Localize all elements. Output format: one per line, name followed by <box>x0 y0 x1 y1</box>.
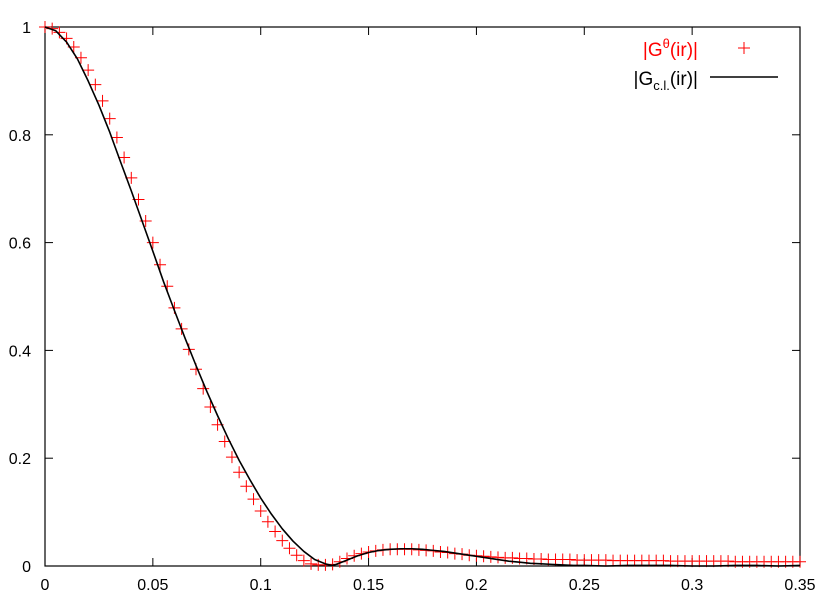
data-point-marker <box>53 26 66 39</box>
legend: |Gθ(ir)| |Gc.l.(ir)| <box>634 36 778 93</box>
x-tick-label: 0.2 <box>465 577 487 594</box>
x-tick-label: 0.3 <box>681 577 703 594</box>
data-point-marker <box>599 554 612 567</box>
data-point-marker <box>657 554 670 567</box>
y-tick-label: 0.8 <box>9 128 31 145</box>
data-point-marker <box>247 493 260 506</box>
y-tick-label: 1 <box>22 20 31 37</box>
data-point-marker <box>276 534 289 547</box>
data-point-marker <box>254 505 267 518</box>
x-tick-label: 0.1 <box>250 577 272 594</box>
series-line-group <box>44 26 801 567</box>
series-points <box>39 21 806 571</box>
data-point-marker <box>290 549 303 562</box>
data-point-marker <box>96 94 109 107</box>
y-tick-labels: 0 0.2 0.4 0.6 0.8 1 <box>9 20 31 576</box>
legend-plus-marker <box>738 42 750 54</box>
data-point-marker <box>305 557 318 570</box>
data-point-marker <box>110 131 123 144</box>
data-point-marker <box>240 480 253 493</box>
series-line <box>44 26 801 567</box>
data-point-marker <box>261 515 274 528</box>
data-point-marker <box>283 542 296 555</box>
data-point-marker <box>89 78 102 91</box>
data-point-marker <box>218 435 231 448</box>
data-point-marker <box>225 451 238 464</box>
data-point-marker <box>146 236 159 249</box>
data-point-marker <box>297 554 310 567</box>
plot-frame <box>44 26 801 567</box>
data-point-marker <box>233 466 246 479</box>
x-tick-label: 0.35 <box>784 577 815 594</box>
data-point-marker <box>103 112 116 125</box>
x-tick-label: 0.05 <box>137 577 168 594</box>
data-point-marker <box>82 64 95 77</box>
data-point-marker <box>484 550 497 563</box>
legend-entry-1-marker <box>738 42 750 54</box>
y-tick-label: 0 <box>22 559 31 576</box>
data-point-marker <box>118 151 131 164</box>
y-tick-label: 0.2 <box>9 451 31 468</box>
legend-entry-1-label: |Gθ(ir)| <box>643 36 698 61</box>
legend-entry-2-label: |Gc.l.(ir)| <box>634 69 698 93</box>
x-tick-label: 0.15 <box>353 577 384 594</box>
y-tick-label: 0.6 <box>9 236 31 253</box>
x-tick-label: 0 <box>41 577 50 594</box>
data-point-marker <box>269 525 282 538</box>
data-point-marker <box>492 551 504 564</box>
axis-ticks <box>44 26 801 567</box>
x-tick-labels: 0 0.05 0.1 0.15 0.2 0.25 0.3 0.35 <box>41 577 816 594</box>
data-point-marker <box>563 553 576 566</box>
y-tick-label: 0.4 <box>9 343 31 360</box>
x-tick-label: 0.25 <box>569 577 600 594</box>
data-point-marker <box>154 258 167 271</box>
data-point-marker <box>535 552 548 565</box>
